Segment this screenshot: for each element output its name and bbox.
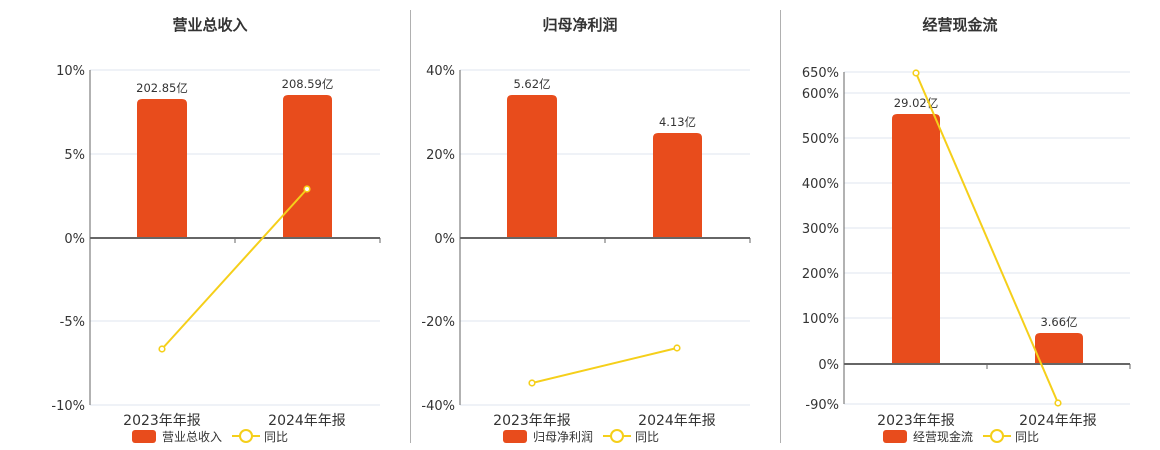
y-tick-label: 10% xyxy=(56,64,85,79)
bar[interactable] xyxy=(507,95,557,238)
y-tick-label: 400% xyxy=(802,177,839,192)
chart-legend: 归母净利润 同比 xyxy=(503,427,659,445)
y-tick-label: 5% xyxy=(64,148,85,163)
yoy-point[interactable] xyxy=(912,69,920,77)
yoy-point[interactable] xyxy=(303,185,311,193)
y-tick-label: -90% xyxy=(805,398,839,413)
y-tick-label: 0% xyxy=(818,358,839,373)
y-tick-label: 600% xyxy=(802,87,839,102)
bar-value-label: 3.66亿 xyxy=(1040,315,1077,329)
yoy-point[interactable] xyxy=(673,344,681,352)
y-tick-label: 500% xyxy=(802,132,839,147)
line-legend-label[interactable]: 同比 xyxy=(264,429,289,444)
x-tick-label: 2024年年报 xyxy=(1019,413,1097,429)
chart-title: 归母净利润 xyxy=(542,16,618,34)
x-tick-label: 2023年年报 xyxy=(493,413,571,429)
yoy-line xyxy=(915,72,1059,404)
bar[interactable] xyxy=(283,95,332,238)
y-tick-label: 650% xyxy=(802,66,839,81)
bar-legend-label[interactable]: 营业总收入 xyxy=(162,429,223,444)
bar-value-label: 5.62亿 xyxy=(513,77,550,91)
x-tick-label: 2023年年报 xyxy=(877,413,955,429)
line-legend-marker-icon[interactable] xyxy=(603,429,632,443)
y-tick-label: 0% xyxy=(64,232,85,247)
bar[interactable] xyxy=(1035,333,1083,364)
y-tick-label: 100% xyxy=(802,312,839,327)
y-tick-label: 0% xyxy=(434,232,455,247)
chart-panel-operating-cashflow: 经营现金流 xyxy=(750,0,1160,450)
yoy-line xyxy=(531,347,678,384)
yoy-line xyxy=(161,188,308,350)
bar-legend-label[interactable]: 经营现金流 xyxy=(913,429,974,444)
chart-panel-revenue: 营业总收入 xyxy=(0,0,420,450)
bar-value-label: 208.59亿 xyxy=(282,77,334,91)
x-tick-label: 2024年年报 xyxy=(638,413,716,429)
bar-legend-swatch[interactable] xyxy=(132,429,156,443)
y-tick-label: -10% xyxy=(51,399,85,414)
x-tick-label: 2023年年报 xyxy=(123,413,201,429)
line-legend-label[interactable]: 同比 xyxy=(1015,429,1040,444)
bar[interactable] xyxy=(892,114,940,364)
chart-title: 营业总收入 xyxy=(172,16,248,34)
chart-panel-net-profit: 归母净利润 xyxy=(370,0,790,450)
y-tick-label: -40% xyxy=(421,399,455,414)
y-tick-label: 40% xyxy=(426,64,455,79)
chart-legend: 经营现金流 同比 xyxy=(883,427,1039,445)
line-legend-marker-icon[interactable] xyxy=(983,429,1012,443)
line-legend-marker-icon[interactable] xyxy=(232,429,261,443)
chart-title: 经营现金流 xyxy=(922,16,998,34)
bar-value-label: 4.13亿 xyxy=(659,115,696,129)
yoy-point[interactable] xyxy=(1054,399,1062,407)
yoy-point[interactable] xyxy=(528,379,536,387)
bar-legend-label[interactable]: 归母净利润 xyxy=(533,429,594,444)
bar[interactable] xyxy=(653,133,702,238)
y-tick-label: 200% xyxy=(802,267,839,282)
bar-legend-swatch[interactable] xyxy=(883,429,907,443)
y-tick-label: 20% xyxy=(426,148,455,163)
panel-divider xyxy=(780,10,781,443)
y-tick-label: -5% xyxy=(60,315,85,330)
bar-value-label: 202.85亿 xyxy=(136,81,188,95)
x-tick-label: 2024年年报 xyxy=(268,413,346,429)
yoy-point[interactable] xyxy=(158,345,166,353)
bar-legend-swatch[interactable] xyxy=(503,429,527,443)
bar[interactable] xyxy=(137,99,187,238)
chart-legend: 营业总收入 同比 xyxy=(132,427,288,445)
line-legend-label[interactable]: 同比 xyxy=(635,429,660,444)
panel-divider xyxy=(410,10,411,443)
y-tick-label: -20% xyxy=(421,315,455,330)
y-tick-label: 300% xyxy=(802,222,839,237)
